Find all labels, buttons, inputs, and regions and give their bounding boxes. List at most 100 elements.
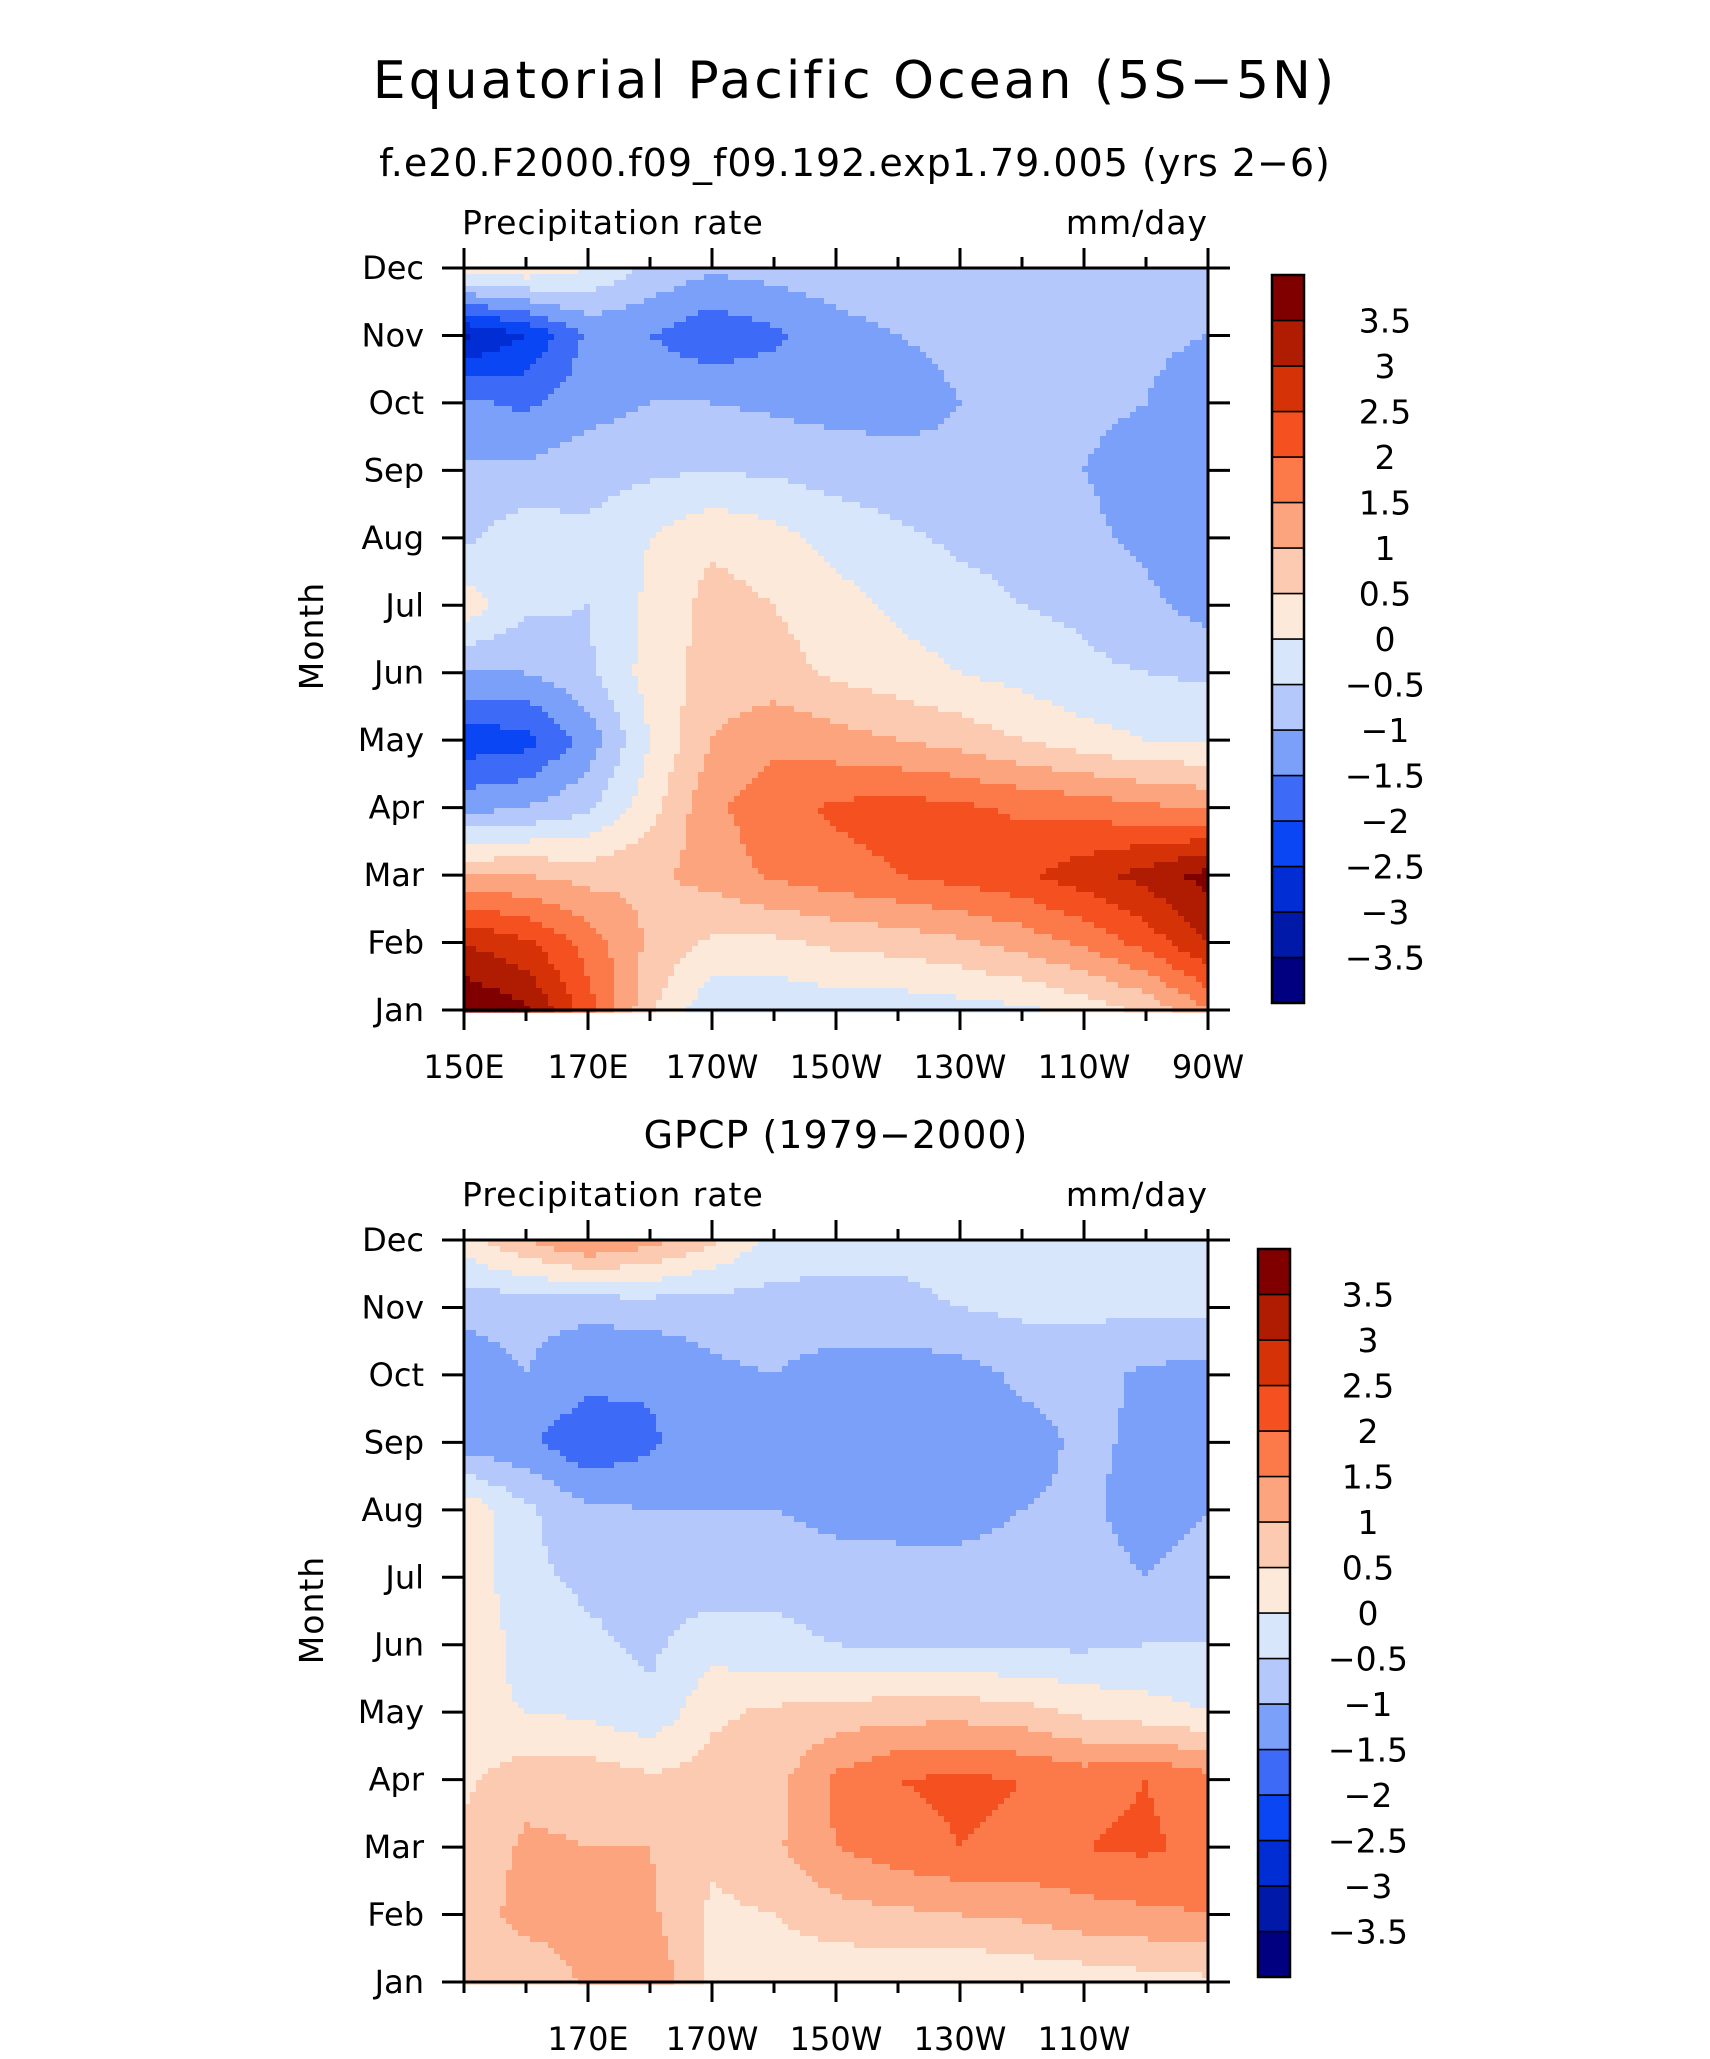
heatmap-cell xyxy=(572,310,579,317)
heatmap-cell xyxy=(788,454,795,461)
heatmap-cell xyxy=(1034,316,1041,323)
heatmap-cell xyxy=(692,322,699,329)
heatmap-cell xyxy=(662,472,669,479)
heatmap-cell xyxy=(626,346,633,353)
heatmap-cell xyxy=(878,418,885,425)
heatmap-cell xyxy=(530,424,537,431)
heatmap-cell xyxy=(1052,394,1059,401)
heatmap-cell xyxy=(1184,430,1191,437)
heatmap-cell xyxy=(746,292,753,299)
heatmap-cell xyxy=(932,472,939,479)
heatmap-cell xyxy=(794,448,801,455)
heatmap-cell xyxy=(740,496,747,503)
heatmap-cell xyxy=(518,370,525,377)
heatmap-cell xyxy=(1034,394,1041,401)
heatmap-cell xyxy=(518,358,525,365)
heatmap-cell xyxy=(584,448,591,455)
heatmap-cell xyxy=(488,442,495,449)
heatmap-cell xyxy=(1136,346,1143,353)
heatmap-cell xyxy=(962,478,969,485)
heatmap-cell xyxy=(572,448,579,455)
heatmap-cell xyxy=(602,310,609,317)
heatmap-cell xyxy=(1082,322,1089,329)
heatmap-cell xyxy=(1178,376,1185,383)
heatmap-cell xyxy=(614,436,621,443)
heatmap-cell xyxy=(578,364,585,371)
heatmap-cell xyxy=(656,286,663,293)
heatmap-cell xyxy=(680,460,687,467)
heatmap-cell xyxy=(1112,454,1119,461)
heatmap-cell xyxy=(1118,496,1125,503)
heatmap-cell xyxy=(1046,400,1053,407)
heatmap-cell xyxy=(848,274,855,281)
heatmap-cell xyxy=(656,298,663,305)
heatmap-cell xyxy=(644,382,651,389)
heatmap-cell xyxy=(596,490,603,497)
heatmap-cell xyxy=(674,436,681,443)
heatmap-cell xyxy=(1022,412,1029,419)
heatmap-cell xyxy=(1142,346,1149,353)
heatmap-cell xyxy=(554,460,561,467)
heatmap-cell xyxy=(806,352,813,359)
heatmap-cell xyxy=(698,340,705,347)
heatmap-cell xyxy=(488,502,495,509)
heatmap-cell xyxy=(842,388,849,395)
heatmap-cell xyxy=(698,430,705,437)
heatmap-cell xyxy=(878,484,885,491)
heatmap-cell xyxy=(728,340,735,347)
heatmap-cell xyxy=(578,430,585,437)
heatmap-cell xyxy=(896,400,903,407)
heatmap-cell xyxy=(680,328,687,335)
heatmap-cell xyxy=(746,400,753,407)
heatmap-cell xyxy=(728,424,735,431)
heatmap-cell xyxy=(740,352,747,359)
heatmap-cell xyxy=(800,460,807,467)
heatmap-cell xyxy=(656,442,663,449)
heatmap-cell xyxy=(848,478,855,485)
heatmap-cell xyxy=(1112,346,1119,353)
heatmap-cell xyxy=(1124,382,1131,389)
heatmap-cell xyxy=(1100,286,1107,293)
heatmap-cell xyxy=(542,298,549,305)
heatmap-cell xyxy=(986,490,993,497)
heatmap-cell xyxy=(1058,454,1065,461)
heatmap-cell xyxy=(620,346,627,353)
heatmap-cell xyxy=(974,286,981,293)
heatmap-cell xyxy=(626,406,633,413)
heatmap-cell xyxy=(716,436,723,443)
heatmap-cell xyxy=(626,382,633,389)
heatmap-cell xyxy=(980,298,987,305)
heatmap-cell xyxy=(1172,322,1179,329)
heatmap-cell xyxy=(1088,376,1095,383)
heatmap-cell xyxy=(608,388,615,395)
heatmap-cell xyxy=(1016,490,1023,497)
heatmap-cell xyxy=(488,316,495,323)
heatmap-cell xyxy=(548,310,555,317)
heatmap-cell xyxy=(794,418,801,425)
heatmap-cell xyxy=(620,310,627,317)
heatmap-cell xyxy=(530,328,537,335)
heatmap-cell xyxy=(1082,346,1089,353)
heatmap-cell xyxy=(506,274,513,281)
heatmap-cell xyxy=(950,322,957,329)
heatmap-cell xyxy=(554,352,561,359)
heatmap-cell xyxy=(500,472,507,479)
heatmap-cell xyxy=(680,484,687,491)
heatmap-cell xyxy=(554,376,561,383)
heatmap-cell xyxy=(1142,490,1149,497)
heatmap-cell xyxy=(860,388,867,395)
heatmap-cell xyxy=(884,388,891,395)
heatmap-cell xyxy=(734,370,741,377)
heatmap-cell xyxy=(1142,334,1149,341)
heatmap-cell xyxy=(704,412,711,419)
heatmap-cell xyxy=(566,406,573,413)
heatmap-cell xyxy=(734,364,741,371)
heatmap-cell xyxy=(1130,442,1137,449)
heatmap-cell xyxy=(602,322,609,329)
heatmap-cell xyxy=(470,358,477,365)
heatmap-cell xyxy=(836,322,843,329)
heatmap-cell xyxy=(524,430,531,437)
heatmap-cell xyxy=(1130,466,1137,473)
heatmap-cell xyxy=(1178,472,1185,479)
heatmap-cell xyxy=(932,394,939,401)
